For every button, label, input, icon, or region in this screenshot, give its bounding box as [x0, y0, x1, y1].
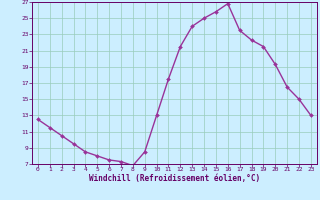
X-axis label: Windchill (Refroidissement éolien,°C): Windchill (Refroidissement éolien,°C) [89, 174, 260, 183]
